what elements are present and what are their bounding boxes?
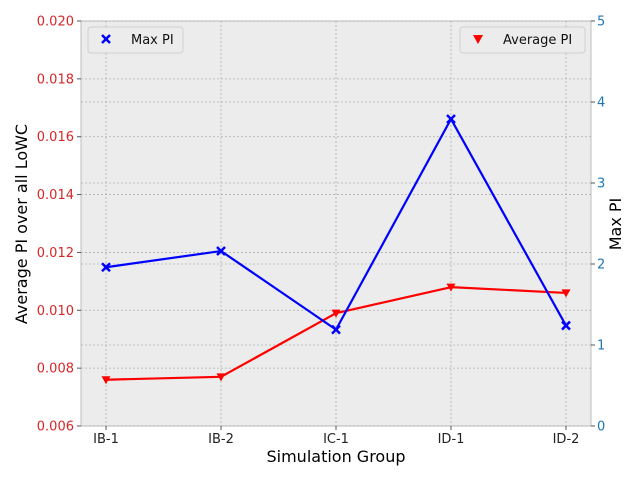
left-axis-ticks: 0.006 0.008 0.010 0.012 0.014 0.016 0.018 0.020 xyxy=(37,15,81,435)
data-point-max-pi xyxy=(561,320,571,331)
right-axis-title: Max PI xyxy=(606,198,625,251)
legend-max-pi-marker xyxy=(101,34,111,44)
x-tick-label: ID-1 xyxy=(438,432,465,447)
right-tick-label: 3 xyxy=(597,177,605,192)
right-axis-ticks: 0 1 2 3 4 5 xyxy=(591,15,605,435)
left-axis-title: Average PI over all LoWC xyxy=(12,124,31,324)
legend-max-pi-label: Max PI xyxy=(131,33,174,48)
left-tick-label: 0.016 xyxy=(37,130,74,145)
legend-average-pi-box xyxy=(459,26,586,54)
legend-max-pi-box xyxy=(87,26,184,54)
right-tick-label: 2 xyxy=(597,258,605,273)
data-point-max-pi xyxy=(331,324,341,335)
left-tick-label: 0.014 xyxy=(37,188,74,203)
legend-average-pi-label: Average PI xyxy=(503,33,572,48)
x-axis-title: Simulation Group xyxy=(266,447,405,466)
left-tick-label: 0.008 xyxy=(37,362,74,377)
legend-max-pi: Max PI xyxy=(87,26,184,54)
data-point-stroke xyxy=(446,114,456,124)
data-point-max-pi xyxy=(101,262,111,273)
left-tick-label: 0.020 xyxy=(37,15,74,30)
legend-average-pi-marker xyxy=(473,35,483,44)
data-point-average-pi xyxy=(216,373,226,382)
x-tick-label: IC-1 xyxy=(323,432,349,447)
right-tick-label: 0 xyxy=(597,420,605,435)
series-layer xyxy=(101,114,571,385)
data-point-stroke xyxy=(561,320,571,331)
right-tick-label: 4 xyxy=(597,96,605,111)
left-tick-label: 0.006 xyxy=(37,420,74,435)
data-point-max-pi xyxy=(446,114,456,124)
data-point-average-pi xyxy=(331,309,341,318)
x-tick-label: IB-2 xyxy=(208,432,234,447)
grid-lines xyxy=(81,20,591,427)
data-point-stroke xyxy=(331,324,341,335)
left-tick-label: 0.010 xyxy=(37,304,74,319)
data-point-average-pi xyxy=(101,376,111,385)
data-point-stroke xyxy=(101,262,111,273)
legend-average-pi: Average PI xyxy=(459,26,586,54)
data-point-average-pi xyxy=(446,283,456,292)
right-tick-label: 5 xyxy=(597,15,605,30)
data-point-stroke xyxy=(216,246,226,256)
x-axis-ticks: IB-1 IB-2 IC-1 ID-1 ID-2 xyxy=(93,426,579,447)
x-tick-label: IB-1 xyxy=(93,432,119,447)
data-point-max-pi xyxy=(216,246,226,256)
x-tick-label: ID-2 xyxy=(553,432,580,447)
right-tick-label: 1 xyxy=(597,339,605,354)
data-point-average-pi xyxy=(561,289,571,298)
left-tick-label: 0.012 xyxy=(37,246,74,261)
left-tick-label: 0.018 xyxy=(37,72,74,87)
